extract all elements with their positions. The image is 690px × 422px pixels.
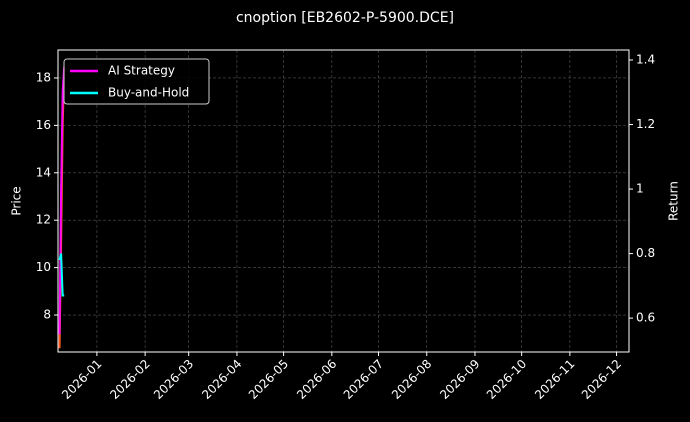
series-line	[58, 66, 66, 335]
legend-box	[63, 58, 210, 105]
y-tick-label: 10	[36, 260, 51, 274]
x-tick-label: 2026-04	[199, 357, 244, 402]
y-tick-label: 8	[43, 308, 51, 322]
x-tick-label: 2026-07	[341, 357, 386, 402]
x-tick-label: 2026-02	[107, 357, 152, 402]
y-tick-label: 14	[36, 165, 51, 179]
y2-tick-label: 0.8	[636, 246, 655, 260]
x-tick-label: 2026-06	[294, 357, 339, 402]
series-line	[58, 253, 65, 297]
y2-tick-label: 1	[636, 182, 644, 196]
legend-label: AI Strategy	[108, 64, 175, 78]
y2-axis-label: Return	[667, 181, 681, 221]
x-tick-label: 2026-11	[532, 357, 577, 402]
chart-title: cnoption [EB2602-P-5900.DCE]	[236, 10, 454, 26]
legend-label: Buy-and-Hold	[108, 86, 189, 100]
x-tick-label: 2026-12	[579, 357, 624, 402]
x-tick-label: 2026-10	[484, 357, 529, 402]
x-tick-label: 2026-08	[389, 357, 434, 402]
y2-tick-label: 0.6	[636, 311, 655, 325]
x-tick-label: 2026-03	[151, 357, 196, 402]
y-tick-label: 12	[36, 213, 51, 227]
x-tick-label: 2026-05	[246, 357, 291, 402]
y-axis-label: Price	[10, 186, 24, 215]
y2-tick-label: 1.2	[636, 117, 655, 131]
x-tick-label: 2026-01	[59, 357, 104, 402]
y2-tick-label: 1.4	[636, 53, 655, 67]
y-tick-label: 16	[36, 118, 51, 132]
y-tick-label: 18	[36, 70, 51, 84]
x-tick-label: 2026-09	[437, 357, 482, 402]
plot-frame	[57, 49, 630, 353]
